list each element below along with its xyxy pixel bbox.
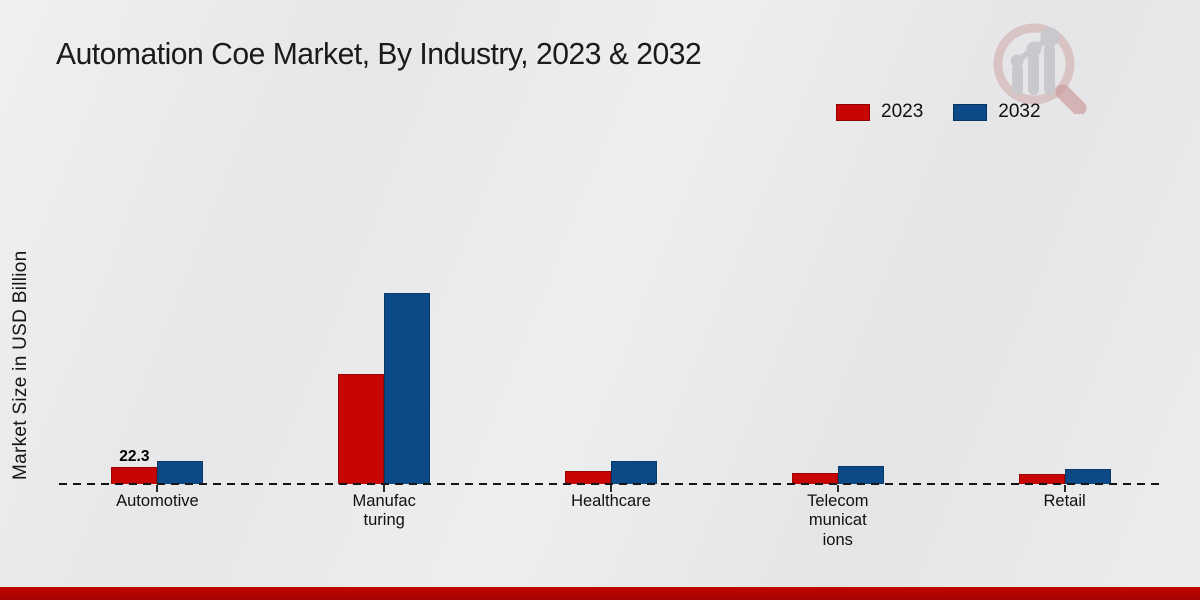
bar-pair-healthcare [564,460,657,484]
bar-group-telecommunications: Telecom municat ions [724,0,951,549]
bar-value-label: 22.3 [119,448,150,466]
bar-2032-telecommunications [837,465,884,484]
legend-item-2032: 2032 [953,101,1041,123]
bar-2032-healthcare [610,460,657,484]
bar-2023-automotive: 22.3 [111,448,158,484]
legend-label-2023: 2023 [881,101,924,122]
bar-pair-retail [1018,469,1111,484]
bar-group-retail: Retail [951,0,1178,510]
x-axis-tick-retail [1063,485,1066,492]
bar-2032-retail [1064,469,1111,484]
footer-red-band [0,587,1200,600]
category-label-manufacturing: Manufac turing [352,492,416,530]
legend-swatch-2032 [953,103,988,121]
bar-2032-automotive [157,461,204,484]
x-axis-dashed-line [59,483,1162,485]
bar-pair-telecommunications [791,465,884,484]
category-label-retail: Retail [1043,492,1086,510]
bar-group-healthcare: Healthcare [498,0,725,510]
legend-label-2032: 2032 [998,101,1041,122]
chart-title: Automation Coe Market, By Industry, 2023… [56,36,702,71]
plot-area: 22.3 Automotive Manufac turing Healthcare Te… [44,0,1178,549]
x-axis-tick-telecommunications [836,485,839,492]
x-axis-tick-automotive [156,485,159,492]
bar-group-automotive: 22.3 Automotive [44,0,271,510]
x-axis-tick-manufacturing [383,485,386,492]
y-axis-label: Market Size in USD Billion [10,250,31,480]
category-label-healthcare: Healthcare [571,492,651,510]
bar-2023-healthcare [564,470,611,484]
x-axis-tick-healthcare [609,485,612,492]
bar-pair-manufacturing [338,292,431,484]
magnifier-bar-chart-logo-icon [993,23,1087,114]
category-label-automotive: Automotive [116,492,199,510]
legend: 2023 2032 [836,101,1041,123]
legend-item-2023: 2023 [836,101,923,123]
category-label-telecommunications: Telecom municat ions [807,492,869,549]
bar-2032-manufacturing [384,292,431,484]
bar-2023-telecommunications [791,473,838,484]
bar-group-manufacturing: Manufac turing [271,0,498,529]
bar-2023-retail [1018,474,1065,484]
legend-swatch-2023 [836,103,870,121]
bar-2023-manufacturing [338,373,385,484]
bar-pair-automotive: 22.3 [111,448,204,484]
